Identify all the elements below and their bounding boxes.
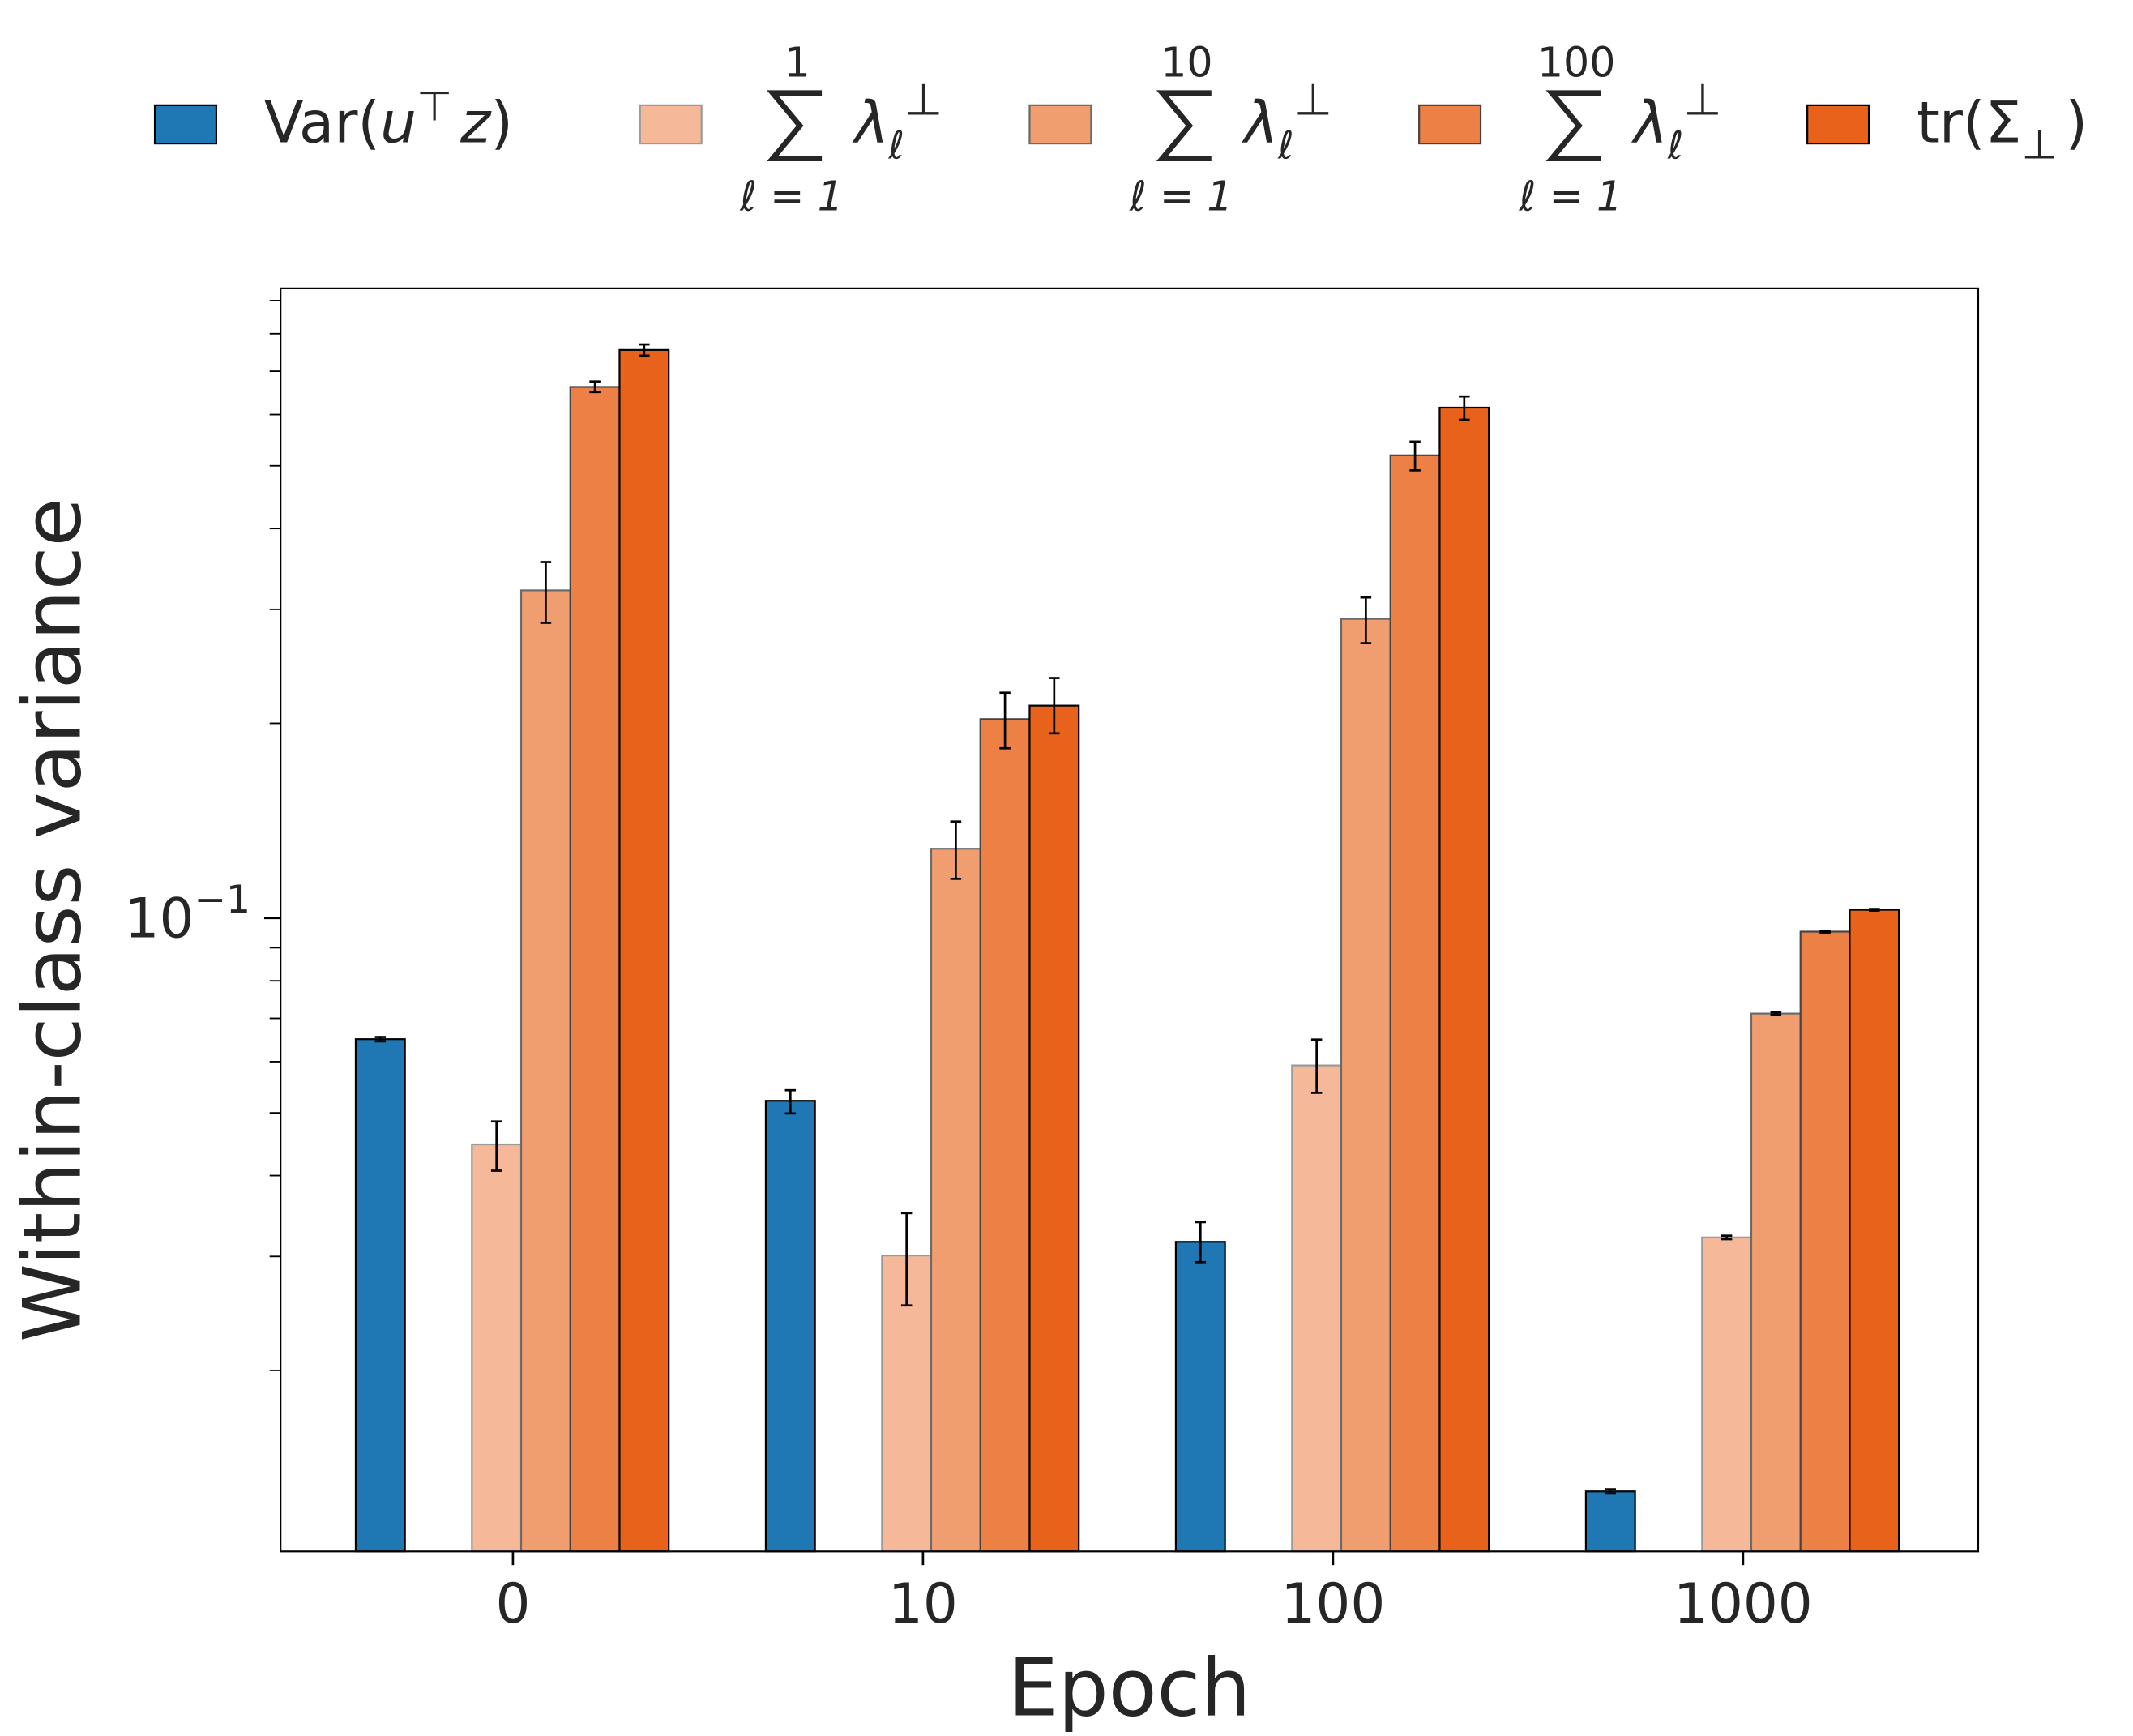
error-bar [950,820,962,880]
bar-series3-100 [1389,454,1441,1553]
bar-series0-100 [1174,1241,1226,1553]
error-bar [540,561,552,624]
error-bar [490,1120,502,1172]
bar-series1-1000 [1701,1236,1753,1553]
legend-sum-lower: ℓ = 1 [1129,173,1233,220]
legend-sum-sign-icon [767,90,823,162]
bar-series3-1000 [1799,930,1851,1553]
x-tick-label: 10 [888,1571,958,1636]
legend-label: Var(u⊤ z) [264,82,513,156]
legend-item: 100 ℓ = 1λℓ⊥ [1418,38,1721,220]
legend-sum-sign-icon [1156,90,1212,162]
bar-series4-0 [618,348,670,1553]
legend-sum-sign-icon [1545,90,1601,162]
bar-series4-1000 [1849,909,1900,1553]
error-bar [900,1212,913,1307]
legend-item: tr(Σ⊥) [1806,88,2088,169]
bar-series2-100 [1340,618,1391,1553]
x-axis-label: Epoch [1008,1643,1251,1735]
error-bar [1360,596,1372,644]
error-bar [374,1036,387,1043]
error-bar [1770,1011,1782,1016]
error-bar [1310,1038,1323,1094]
error-bar [639,343,650,357]
error-bar [1869,908,1880,912]
legend-label: λℓ⊥ [852,75,943,169]
bar-series4-100 [1438,406,1490,1553]
legend-swatch [639,104,703,145]
bar-series2-10 [930,848,981,1553]
legend-sum-lower: ℓ = 1 [1519,173,1623,220]
error-bar [1195,1221,1207,1264]
y-axis-label: Within-class variance [6,498,99,1342]
bar-series3-10 [979,718,1031,1553]
legend-swatch [1028,104,1092,145]
bar-series0-1000 [1584,1490,1636,1553]
error-bar [1721,1234,1733,1241]
bars [354,343,1900,1553]
x-tick-label: 1000 [1673,1571,1813,1636]
x-tick-label: 100 [1281,1571,1386,1636]
bar-series3-0 [569,386,621,1553]
legend-swatch [1418,104,1482,145]
x-tick-label: 0 [495,1571,530,1636]
error-bar [784,1088,797,1115]
bar-series1-100 [1291,1064,1343,1553]
error-bar [1605,1488,1617,1495]
legend-label: λℓ⊥ [1241,75,1332,169]
legend-label: tr(Σ⊥) [1917,88,2088,168]
error-bar [1409,440,1421,472]
bar-series1-0 [471,1143,523,1553]
legend-swatch [1806,104,1870,145]
legend-sum-upper: 100 [1537,38,1616,86]
error-bar [589,380,601,394]
legend-item: 10 ℓ = 1λℓ⊥ [1028,38,1332,220]
legend-item: 1 ℓ = 1λℓ⊥ [639,38,943,220]
legend-sum-upper: 1 [784,38,810,86]
error-bar [1459,395,1470,421]
legend-item: Var(u⊤ z) [153,82,513,156]
bar-series2-1000 [1750,1012,1802,1553]
axes-frame [280,287,1980,1553]
bar-series0-0 [354,1038,406,1553]
legend-sum-upper: 10 [1161,38,1212,86]
bar-series2-0 [519,589,571,1553]
error-bar [1819,930,1831,934]
error-bar [999,691,1011,750]
bar-series0-10 [764,1100,816,1553]
bar-series4-10 [1028,704,1080,1553]
legend-sum-lower: ℓ = 1 [739,173,844,220]
legend-swatch [153,104,218,145]
legend-label: λℓ⊥ [1631,75,1721,169]
y-tick-label: 10−1 [125,878,250,950]
x-axis: 0 10 100 1000 [495,1551,1813,1636]
y-axis: 10−1 [125,300,281,1371]
error-bar [1049,677,1060,735]
